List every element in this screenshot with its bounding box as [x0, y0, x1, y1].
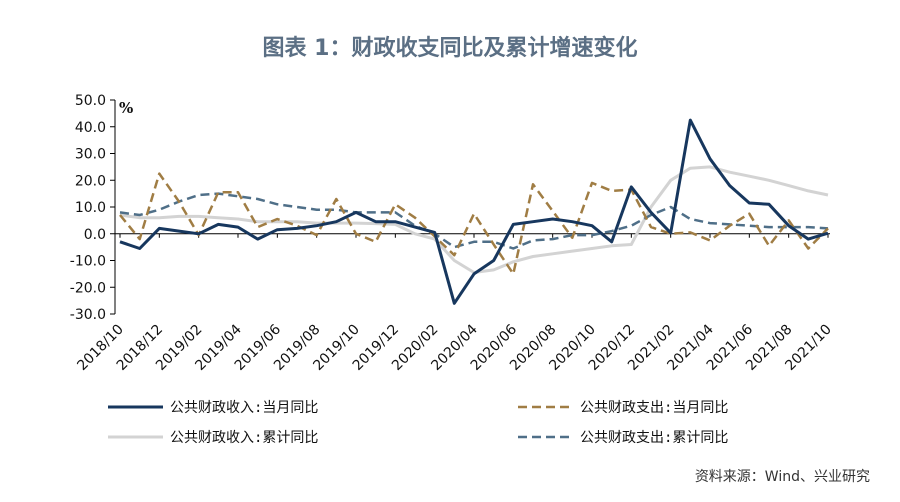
- chart-title: 图表 1：财政收支同比及累计增速变化: [262, 36, 638, 61]
- legend-label-3: 公共财政收入:累计同比: [170, 430, 318, 446]
- legend-label-1: 公共财政收入:当月同比: [170, 400, 318, 416]
- y-tick-label: 40.0: [75, 120, 106, 136]
- y-tick-label: -30.0: [70, 307, 106, 323]
- source-note: 资料来源：Wind、兴业研究: [694, 469, 870, 485]
- y-ticks: 50.0 40.0 30.0 20.0 10.0 0.0 -10.0 -20.0 -30.0: [70, 93, 115, 323]
- y-tick-label: -10.0: [70, 254, 106, 270]
- series-layer: [119, 118, 829, 305]
- y-tick-label: 20.0: [75, 173, 106, 189]
- legend-label-4: 公共财政支出:累计同比: [580, 430, 728, 446]
- y-tick-label: -20.0: [70, 280, 106, 296]
- unit-label: %: [119, 99, 133, 117]
- series-line-2: [119, 172, 829, 276]
- series-line-4: [119, 192, 829, 250]
- y-tick-label: 30.0: [75, 147, 106, 163]
- series-line-1: [119, 118, 829, 305]
- y-tick-label: 50.0: [75, 93, 106, 109]
- y-tick-label: 10.0: [75, 200, 106, 216]
- legend-label-2: 公共财政支出:当月同比: [580, 400, 728, 416]
- y-tick-label: 0.0: [84, 227, 106, 243]
- series-line-3: [119, 165, 829, 274]
